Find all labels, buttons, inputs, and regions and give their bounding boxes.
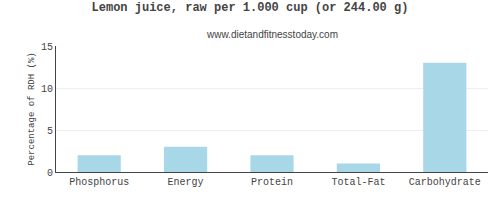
svg-text:0: 0 <box>47 168 53 179</box>
svg-text:15: 15 <box>41 42 53 53</box>
svg-text:Protein: Protein <box>251 177 293 188</box>
svg-text:Percentage of RDH (%): Percentage of RDH (%) <box>27 52 37 165</box>
svg-text:10: 10 <box>41 84 53 95</box>
svg-text:Lemon juice, raw per 1.000 cup: Lemon juice, raw per 1.000 cup (or 244.0… <box>92 1 409 15</box>
svg-text:Total-Fat: Total-Fat <box>331 177 385 188</box>
svg-text:Carbohydrate: Carbohydrate <box>409 177 481 188</box>
svg-text:5: 5 <box>47 126 53 137</box>
svg-text:Energy: Energy <box>168 177 204 188</box>
svg-text:Phosphorus: Phosphorus <box>69 177 129 188</box>
svg-text:www.dietandfitnesstoday.com: www.dietandfitnesstoday.com <box>206 29 338 40</box>
